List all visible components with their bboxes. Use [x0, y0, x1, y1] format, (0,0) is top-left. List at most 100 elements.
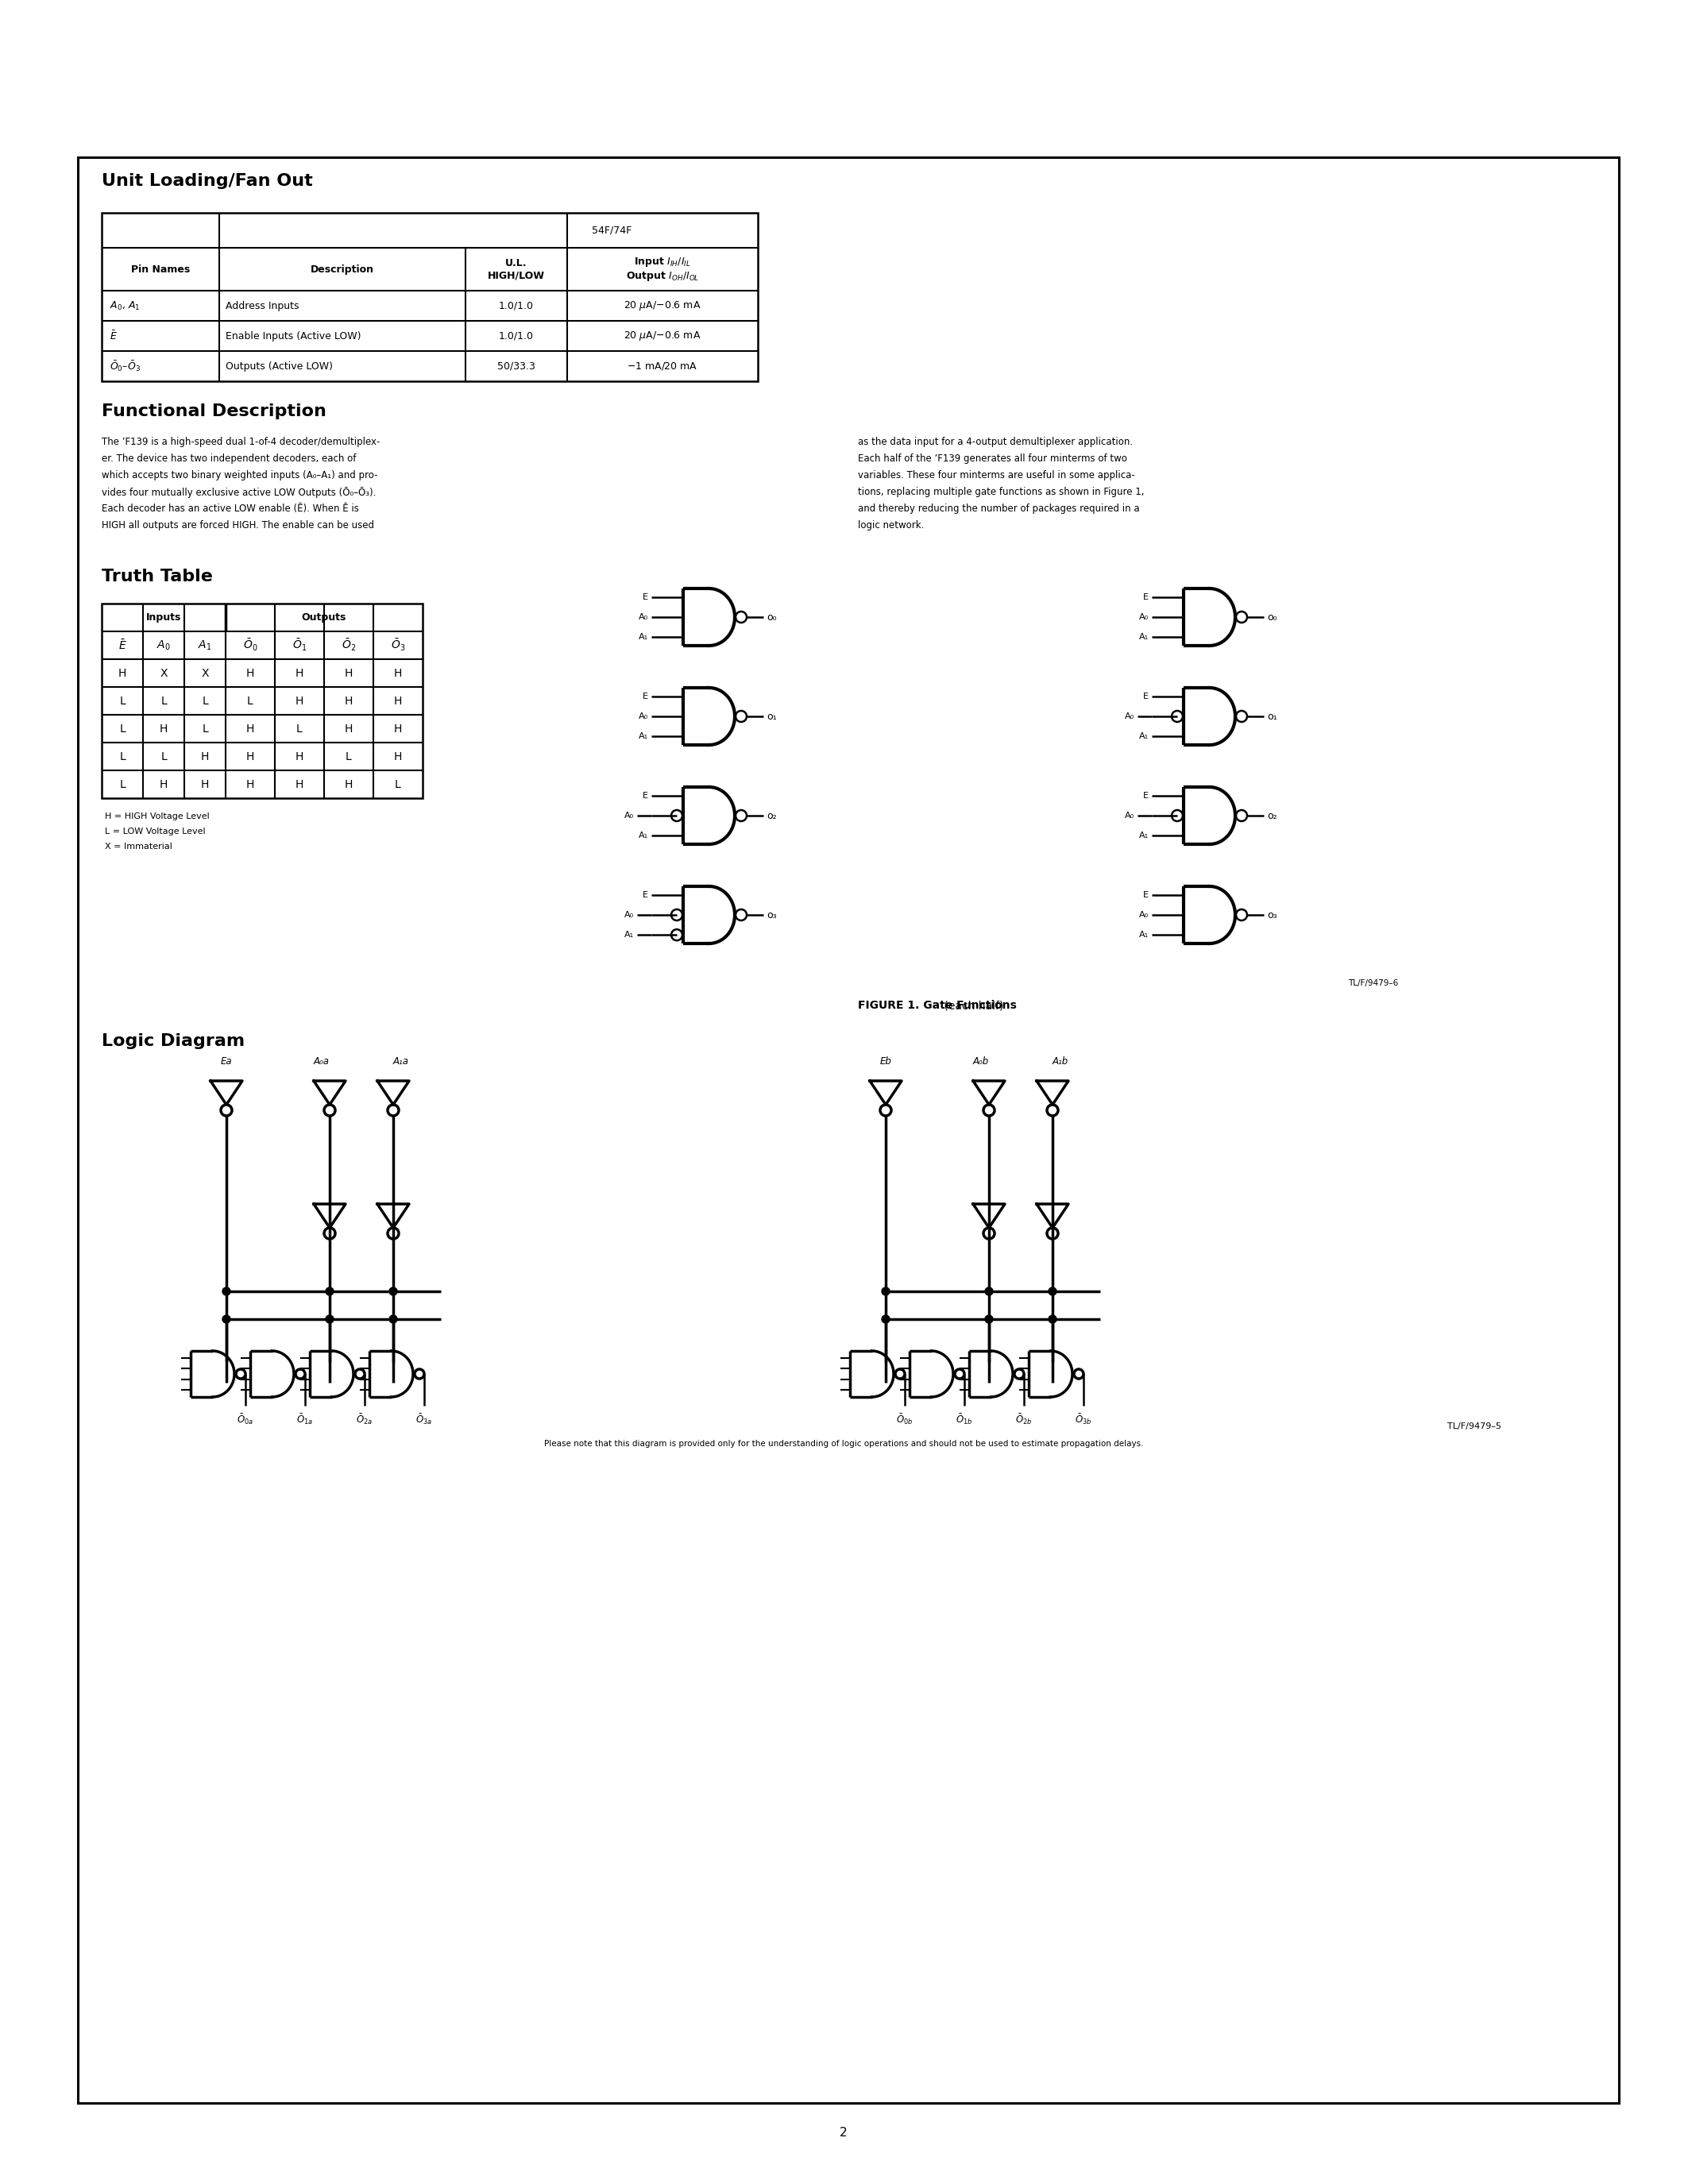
Circle shape [223, 1286, 230, 1295]
Text: H: H [393, 668, 402, 679]
Text: logic network.: logic network. [858, 520, 923, 531]
Text: A₁: A₁ [638, 832, 648, 839]
Text: A₁b: A₁b [1052, 1057, 1069, 1066]
Text: L: L [120, 780, 125, 791]
Text: o₁: o₁ [1268, 712, 1278, 721]
Text: $A_0$, $A_1$: $A_0$, $A_1$ [110, 299, 140, 312]
Text: $\bar{O}_{0b}$: $\bar{O}_{0b}$ [896, 1413, 913, 1426]
Text: A₀: A₀ [638, 614, 648, 620]
Text: o₂: o₂ [766, 810, 776, 821]
Text: L: L [160, 695, 167, 705]
Text: Description: Description [311, 264, 375, 275]
Text: o₃: o₃ [1268, 911, 1278, 919]
Text: o₁: o₁ [766, 712, 776, 721]
Text: H: H [246, 780, 255, 791]
Text: L: L [203, 695, 208, 705]
Text: H: H [246, 668, 255, 679]
Text: H: H [201, 780, 209, 791]
Text: Each half of the ’F139 generates all four minterms of two: Each half of the ’F139 generates all fou… [858, 454, 1128, 463]
Text: L: L [246, 695, 253, 705]
Text: X: X [160, 668, 167, 679]
Text: Outputs (Active LOW): Outputs (Active LOW) [226, 360, 333, 371]
Circle shape [390, 1286, 397, 1295]
Text: which accepts two binary weighted inputs (A₀–A₁) and pro-: which accepts two binary weighted inputs… [101, 470, 378, 480]
Text: Pin Names: Pin Names [132, 264, 191, 275]
Text: Truth Table: Truth Table [101, 568, 213, 585]
Circle shape [881, 1315, 890, 1324]
Text: $\bar{O}_{3a}$: $\bar{O}_{3a}$ [415, 1413, 432, 1426]
Text: A₀: A₀ [638, 712, 648, 721]
Text: L: L [395, 780, 402, 791]
Text: $\bar{O}_{2a}$: $\bar{O}_{2a}$ [356, 1413, 373, 1426]
Text: E: E [643, 692, 648, 701]
Bar [78, 157, 1619, 2103]
Text: H: H [201, 751, 209, 762]
Circle shape [1048, 1286, 1057, 1295]
Text: U.L.: U.L. [505, 258, 527, 269]
Text: Outputs: Outputs [302, 612, 346, 622]
Text: Please note that this diagram is provided only for the understanding of logic op: Please note that this diagram is provide… [544, 1439, 1143, 1448]
Text: o₀: o₀ [766, 612, 776, 622]
Text: vides four mutually exclusive active LOW Outputs (Ō₀–Ō₃).: vides four mutually exclusive active LOW… [101, 487, 376, 498]
Text: H: H [295, 668, 304, 679]
Text: E: E [1143, 692, 1148, 701]
Text: L: L [346, 751, 351, 762]
Text: Input $I_{IH}/I_{IL}$: Input $I_{IH}/I_{IL}$ [635, 256, 690, 269]
Circle shape [881, 1286, 890, 1295]
Text: E: E [643, 891, 648, 900]
Text: A₁: A₁ [1139, 732, 1148, 740]
Text: Each decoder has an active LOW enable (Ē). When Ē is: Each decoder has an active LOW enable (Ē… [101, 505, 360, 513]
Text: H: H [393, 695, 402, 705]
Text: Enable Inputs (Active LOW): Enable Inputs (Active LOW) [226, 330, 361, 341]
Text: E: E [643, 594, 648, 601]
Text: A₀: A₀ [1139, 911, 1148, 919]
Text: H = HIGH Voltage Level: H = HIGH Voltage Level [105, 812, 209, 821]
Text: Functional Description: Functional Description [101, 404, 326, 419]
Text: H: H [344, 780, 353, 791]
Text: L: L [120, 751, 125, 762]
Circle shape [986, 1286, 993, 1295]
Text: A₁a: A₁a [393, 1057, 408, 1066]
Text: H: H [344, 723, 353, 734]
Text: Eb: Eb [879, 1057, 891, 1066]
Text: A₀: A₀ [1124, 812, 1134, 819]
Text: A₁: A₁ [1139, 832, 1148, 839]
Text: 50/33.3: 50/33.3 [498, 360, 535, 371]
Text: H: H [159, 723, 167, 734]
Text: L: L [160, 751, 167, 762]
Text: Ea: Ea [221, 1057, 233, 1066]
Bar [101, 603, 422, 797]
Text: $\bar{O}_{1a}$: $\bar{O}_{1a}$ [297, 1413, 314, 1426]
Text: $A_0$: $A_0$ [157, 638, 170, 651]
Text: TL/F/9479–6: TL/F/9479–6 [1347, 978, 1398, 987]
Text: HIGH all outputs are forced HIGH. The enable can be used: HIGH all outputs are forced HIGH. The en… [101, 520, 375, 531]
Text: H: H [246, 751, 255, 762]
Circle shape [390, 1315, 397, 1324]
Text: o₂: o₂ [1268, 810, 1278, 821]
Text: A₁: A₁ [1139, 930, 1148, 939]
Text: er. The device has two independent decoders, each of: er. The device has two independent decod… [101, 454, 356, 463]
Text: The ’F139 is a high-speed dual 1-of-4 decoder/demultiplex-: The ’F139 is a high-speed dual 1-of-4 de… [101, 437, 380, 448]
Circle shape [1048, 1315, 1057, 1324]
Text: A₀: A₀ [625, 911, 635, 919]
Text: A₀a: A₀a [314, 1057, 329, 1066]
Text: Logic Diagram: Logic Diagram [101, 1033, 245, 1048]
Text: A₀: A₀ [1139, 614, 1148, 620]
Text: A₁: A₁ [638, 732, 648, 740]
Bar [101, 212, 758, 382]
Text: 20 $\mu$A/$-$0.6 mA: 20 $\mu$A/$-$0.6 mA [625, 299, 701, 312]
Text: tions, replacing multiple gate functions as shown in Figure 1,: tions, replacing multiple gate functions… [858, 487, 1144, 498]
Text: 20 $\mu$A/$-$0.6 mA: 20 $\mu$A/$-$0.6 mA [625, 330, 701, 343]
Text: $\bar{E}$: $\bar{E}$ [110, 330, 118, 343]
Text: HIGH/LOW: HIGH/LOW [488, 271, 545, 282]
Text: (each half): (each half) [940, 1000, 1004, 1011]
Text: L: L [120, 723, 125, 734]
Text: $\bar{O}_3$: $\bar{O}_3$ [390, 638, 405, 653]
Text: variables. These four minterms are useful in some applica-: variables. These four minterms are usefu… [858, 470, 1134, 480]
Text: $\bar{O}_0$: $\bar{O}_0$ [243, 638, 258, 653]
Text: 1.0/1.0: 1.0/1.0 [500, 301, 533, 310]
Text: H: H [295, 751, 304, 762]
Text: H: H [344, 695, 353, 705]
Text: X = Immaterial: X = Immaterial [105, 843, 172, 850]
Text: Unit Loading/Fan Out: Unit Loading/Fan Out [101, 173, 312, 190]
